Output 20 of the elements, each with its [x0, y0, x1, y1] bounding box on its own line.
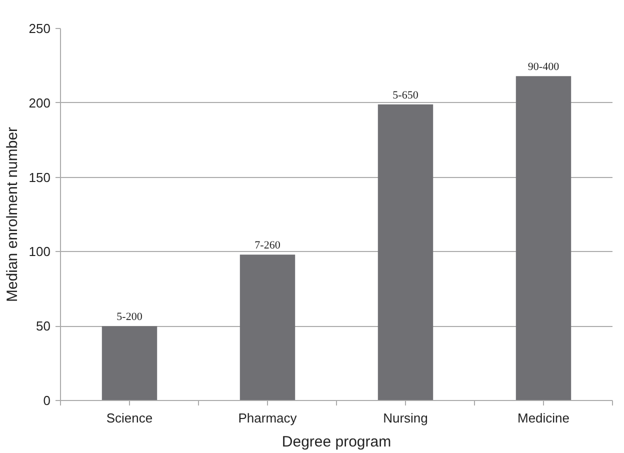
bar: [378, 104, 434, 400]
data-label: 5-200: [116, 311, 143, 324]
y-tick-label: 100: [28, 244, 51, 260]
y-tick-label: 200: [28, 95, 51, 110]
x-tick-label: Nursing: [383, 410, 428, 426]
y-axis-title: Median enrolment number: [4, 126, 21, 302]
y-tick-label: 250: [28, 21, 51, 36]
x-axis-title: Degree program: [282, 434, 392, 450]
y-tick-label: 0: [43, 393, 51, 408]
bar: [102, 326, 158, 400]
bar: [516, 76, 572, 400]
y-tick-label: 150: [28, 170, 51, 185]
bar: [240, 254, 296, 400]
x-tick-label: Science: [106, 410, 153, 426]
data-label: 7-260: [254, 240, 281, 252]
x-tick-label: Medicine: [517, 410, 570, 426]
data-label: 5-650: [392, 89, 419, 102]
data-label: 90-400: [528, 61, 560, 74]
y-tick-label: 50: [36, 318, 51, 334]
x-tick-label: Pharmacy: [238, 410, 298, 426]
